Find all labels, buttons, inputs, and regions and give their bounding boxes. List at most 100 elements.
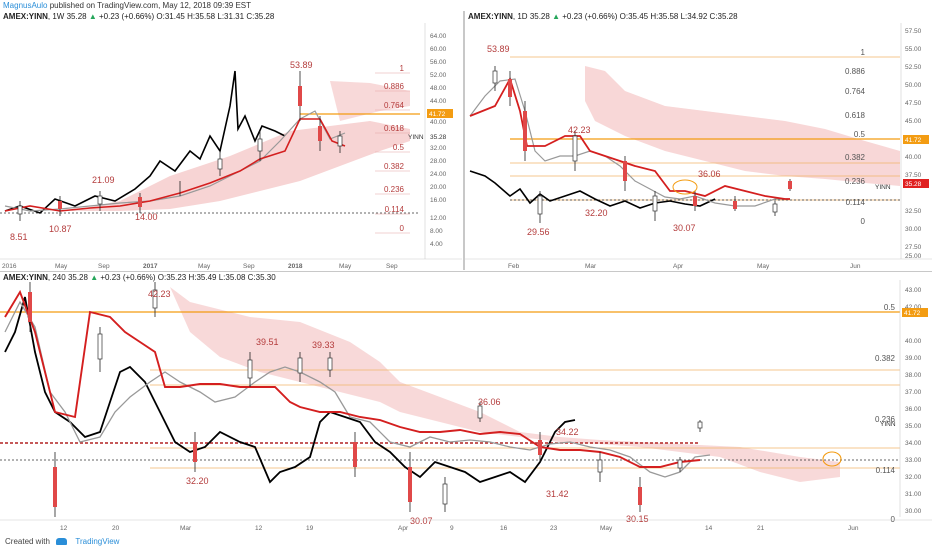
fib-label: 0.618	[845, 111, 866, 120]
svg-text:Mar: Mar	[180, 525, 192, 532]
change-value: +0.23 (+0.66%)	[562, 12, 618, 21]
fib-label: 0.5	[854, 130, 866, 139]
close-value: 35.28	[254, 12, 275, 21]
tradingview-link[interactable]: TradingView	[75, 537, 120, 546]
level-tag	[902, 308, 928, 317]
fib-label: 1	[861, 48, 866, 57]
annotation: 32.20	[585, 208, 608, 218]
svg-text:14: 14	[705, 525, 713, 532]
fib-label: 0.236	[875, 415, 896, 424]
fib-label: 0.886	[384, 82, 405, 91]
level-tag-text: 41.72	[904, 310, 921, 317]
last-price: 35.28	[529, 12, 550, 21]
annotation-high: 53.89	[290, 60, 313, 70]
svg-text:32.50: 32.50	[905, 208, 922, 215]
svg-text:27.50: 27.50	[905, 244, 922, 251]
svg-text:32.00: 32.00	[905, 474, 922, 481]
fib-label: 0.114	[846, 198, 866, 207]
svg-text:12: 12	[255, 525, 263, 532]
last-price: 35.28	[67, 273, 88, 282]
annotation: 34.22	[556, 427, 579, 437]
svg-text:47.50: 47.50	[905, 100, 922, 107]
svg-text:24.00: 24.00	[430, 171, 447, 178]
author-link[interactable]: MagnusAulo	[3, 1, 48, 10]
fib-label: 0.382	[384, 162, 405, 171]
svg-text:36.00: 36.00	[905, 406, 922, 413]
svg-text:20.00: 20.00	[430, 184, 447, 191]
symbol-label: AMEX:YINN	[3, 273, 48, 282]
annotation: 39.51	[256, 337, 279, 347]
svg-text:12.00: 12.00	[430, 215, 447, 222]
ticker-label: YINN	[408, 134, 424, 141]
change-value: +0.23 (+0.66%)	[99, 12, 155, 21]
svg-text:May: May	[55, 263, 68, 270]
svg-text:32.00: 32.00	[430, 145, 447, 152]
publish-header: MagnusAulo published on TradingView.com,…	[0, 0, 932, 11]
close-value: 35.28	[717, 12, 738, 21]
symbol-label: AMEX:YINN	[468, 12, 513, 21]
fib-label: 1	[400, 64, 405, 73]
annotation: 14.00	[135, 212, 158, 222]
high-value: 35.49	[196, 273, 217, 282]
up-arrow-icon: ▲	[90, 273, 99, 282]
svg-text:64.00: 64.00	[430, 33, 447, 40]
tradingview-logo-icon	[56, 538, 68, 546]
fib-label: 0.5	[393, 143, 405, 152]
svg-text:40.00: 40.00	[905, 154, 922, 161]
open-value: 35.45	[628, 12, 649, 21]
svg-text:Apr: Apr	[398, 525, 409, 532]
open-value: 35.23	[166, 273, 187, 282]
weekly-chart-pane[interactable]: AMEX:YINN, 1W 35.28 ▲ +0.23 (+0.66%) O:3…	[0, 11, 462, 270]
last-price: 35.28	[66, 12, 87, 21]
price-tag-text: 35.28	[905, 181, 922, 188]
annotation: 36.06	[478, 397, 501, 407]
fib-label: 0.236	[384, 185, 405, 194]
svg-text:28.00: 28.00	[430, 158, 447, 165]
fib-label: 0.5	[884, 303, 896, 312]
svg-text:25.00: 25.00	[905, 253, 922, 260]
weekly-chart-svg: 1 0.886 0.764 0.618 0.5 0.382 0.236 0.11…	[0, 23, 462, 270]
svg-text:50.00: 50.00	[905, 82, 922, 89]
annotation: 36.06	[698, 169, 721, 179]
interval-label: 1D	[517, 12, 528, 21]
annotation-high: 53.89	[487, 44, 510, 54]
fib-label: 0.886	[845, 67, 866, 76]
ticker-label: YINN	[880, 421, 896, 428]
pane-divider[interactable]	[463, 11, 465, 270]
annotation: 42.23	[568, 125, 591, 135]
svg-text:19: 19	[306, 525, 314, 532]
daily-chart-pane[interactable]: AMEX:YINN, 1D 35.28 ▲ +0.23 (+0.66%) O:3…	[465, 11, 932, 270]
svg-text:31.00: 31.00	[905, 491, 922, 498]
low-value: 34.92	[687, 12, 708, 21]
interval-label: 240	[52, 273, 66, 282]
svg-text:57.50: 57.50	[905, 28, 922, 35]
svg-text:Sep: Sep	[98, 263, 110, 270]
h4-chart-pane[interactable]: AMEX:YINN, 240 35.28 ▲ +0.23 (+0.66%) O:…	[0, 271, 932, 534]
svg-text:48.00: 48.00	[430, 85, 447, 92]
level-tag-text: 41.72	[905, 137, 922, 144]
ticker-label: YINN	[875, 184, 891, 191]
svg-text:Sep: Sep	[386, 263, 398, 270]
close-value: 35.30	[255, 273, 276, 282]
svg-text:May: May	[757, 263, 770, 270]
footer: Created with TradingView	[0, 534, 932, 550]
price-label: 35.28	[430, 134, 447, 141]
annotation-low: 30.15	[626, 514, 649, 524]
fib-label: 0	[400, 224, 405, 233]
svg-text:9: 9	[450, 525, 454, 532]
svg-text:2016: 2016	[2, 263, 17, 270]
level-tag	[427, 109, 453, 118]
up-arrow-icon: ▲	[88, 12, 97, 21]
svg-text:37.50: 37.50	[905, 172, 922, 179]
fib-label: 0.236	[845, 177, 866, 186]
h4-chart-title: AMEX:YINN, 240 35.28 ▲ +0.23 (+0.66%) O:…	[3, 273, 276, 282]
svg-text:42.00: 42.00	[905, 304, 922, 311]
svg-text:Jun: Jun	[848, 525, 859, 532]
level-tag-text: 41.72	[429, 111, 446, 118]
annotation: 30.07	[410, 516, 433, 526]
annotation-high: 42.23	[148, 289, 171, 299]
annotation-low: 8.51	[10, 232, 28, 242]
low-value: 31.31	[224, 12, 245, 21]
fib-label: 0	[861, 217, 866, 226]
svg-text:45.00: 45.00	[905, 118, 922, 125]
